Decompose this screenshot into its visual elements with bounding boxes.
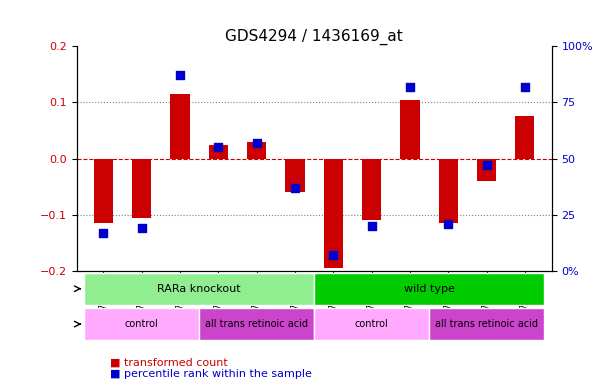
Bar bbox=[324, 159, 343, 268]
Bar bbox=[286, 159, 305, 192]
FancyBboxPatch shape bbox=[314, 273, 544, 305]
Point bbox=[520, 83, 530, 89]
Text: RARa knockout: RARa knockout bbox=[158, 284, 241, 294]
Bar bbox=[439, 159, 458, 223]
Bar bbox=[247, 142, 266, 159]
Text: ■ transformed count: ■ transformed count bbox=[110, 358, 228, 368]
Bar bbox=[477, 159, 496, 181]
Title: GDS4294 / 1436169_at: GDS4294 / 1436169_at bbox=[226, 28, 403, 45]
Point bbox=[175, 72, 185, 78]
Text: ■ percentile rank within the sample: ■ percentile rank within the sample bbox=[110, 369, 312, 379]
Bar bbox=[516, 116, 535, 159]
FancyBboxPatch shape bbox=[85, 308, 199, 340]
Bar bbox=[170, 94, 189, 159]
Text: wild type: wild type bbox=[404, 284, 454, 294]
Point bbox=[137, 225, 147, 232]
Text: control: control bbox=[355, 319, 389, 329]
Point bbox=[329, 252, 338, 258]
Point bbox=[405, 83, 415, 89]
Text: all trans retinoic acid: all trans retinoic acid bbox=[435, 319, 538, 329]
Point bbox=[252, 140, 262, 146]
Point bbox=[213, 144, 223, 151]
Bar bbox=[400, 99, 419, 159]
Text: all trans retinoic acid: all trans retinoic acid bbox=[205, 319, 308, 329]
FancyBboxPatch shape bbox=[429, 308, 544, 340]
Point bbox=[482, 162, 492, 169]
FancyBboxPatch shape bbox=[85, 273, 314, 305]
Bar bbox=[362, 159, 381, 220]
FancyBboxPatch shape bbox=[199, 308, 314, 340]
Point bbox=[99, 230, 109, 236]
Bar bbox=[209, 144, 228, 159]
Bar bbox=[132, 159, 151, 218]
Bar bbox=[94, 159, 113, 223]
FancyBboxPatch shape bbox=[314, 308, 429, 340]
Text: control: control bbox=[125, 319, 159, 329]
Point bbox=[443, 221, 453, 227]
Point bbox=[290, 185, 300, 191]
Point bbox=[367, 223, 376, 229]
